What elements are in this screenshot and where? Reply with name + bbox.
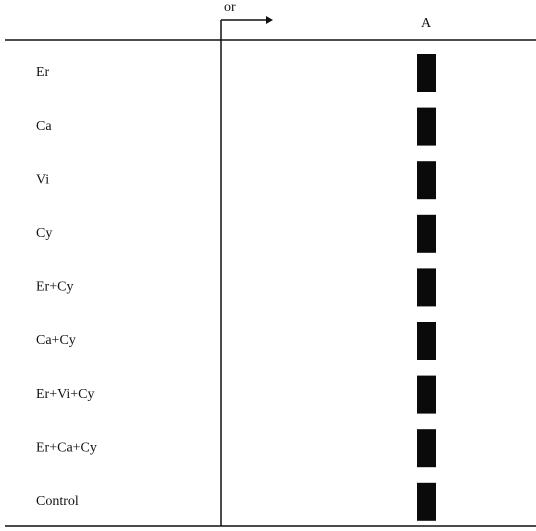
- figure: or A Er Ca Vi Cy Er+Cy Ca+Cy Er+Vi+Cy Er+Ca+Cy C…: [0, 0, 536, 531]
- row-label: Vi: [36, 172, 49, 187]
- origin-label: or: [224, 0, 236, 15]
- band: [417, 483, 436, 521]
- row-label: Cy: [36, 226, 52, 241]
- row-label: Er+Ca+Cy: [36, 440, 97, 455]
- row-label: Er+Cy: [36, 280, 73, 295]
- arrow-head: [266, 16, 273, 24]
- row-label: Control: [36, 494, 79, 509]
- band: [417, 268, 436, 306]
- lane-label: A: [421, 16, 432, 31]
- rows: Er Ca Vi Cy Er+Cy Ca+Cy Er+Vi+Cy Er+Ca+Cy Contro…: [36, 54, 436, 521]
- row-label: Ca: [36, 119, 52, 134]
- row-label: Er+Vi+Cy: [36, 387, 95, 402]
- band: [417, 215, 436, 253]
- band: [417, 54, 436, 92]
- band: [417, 322, 436, 360]
- row-label: Er: [36, 65, 50, 80]
- band: [417, 108, 436, 146]
- band: [417, 161, 436, 199]
- band: [417, 429, 436, 467]
- row-label: Ca+Cy: [36, 333, 76, 348]
- band: [417, 376, 436, 414]
